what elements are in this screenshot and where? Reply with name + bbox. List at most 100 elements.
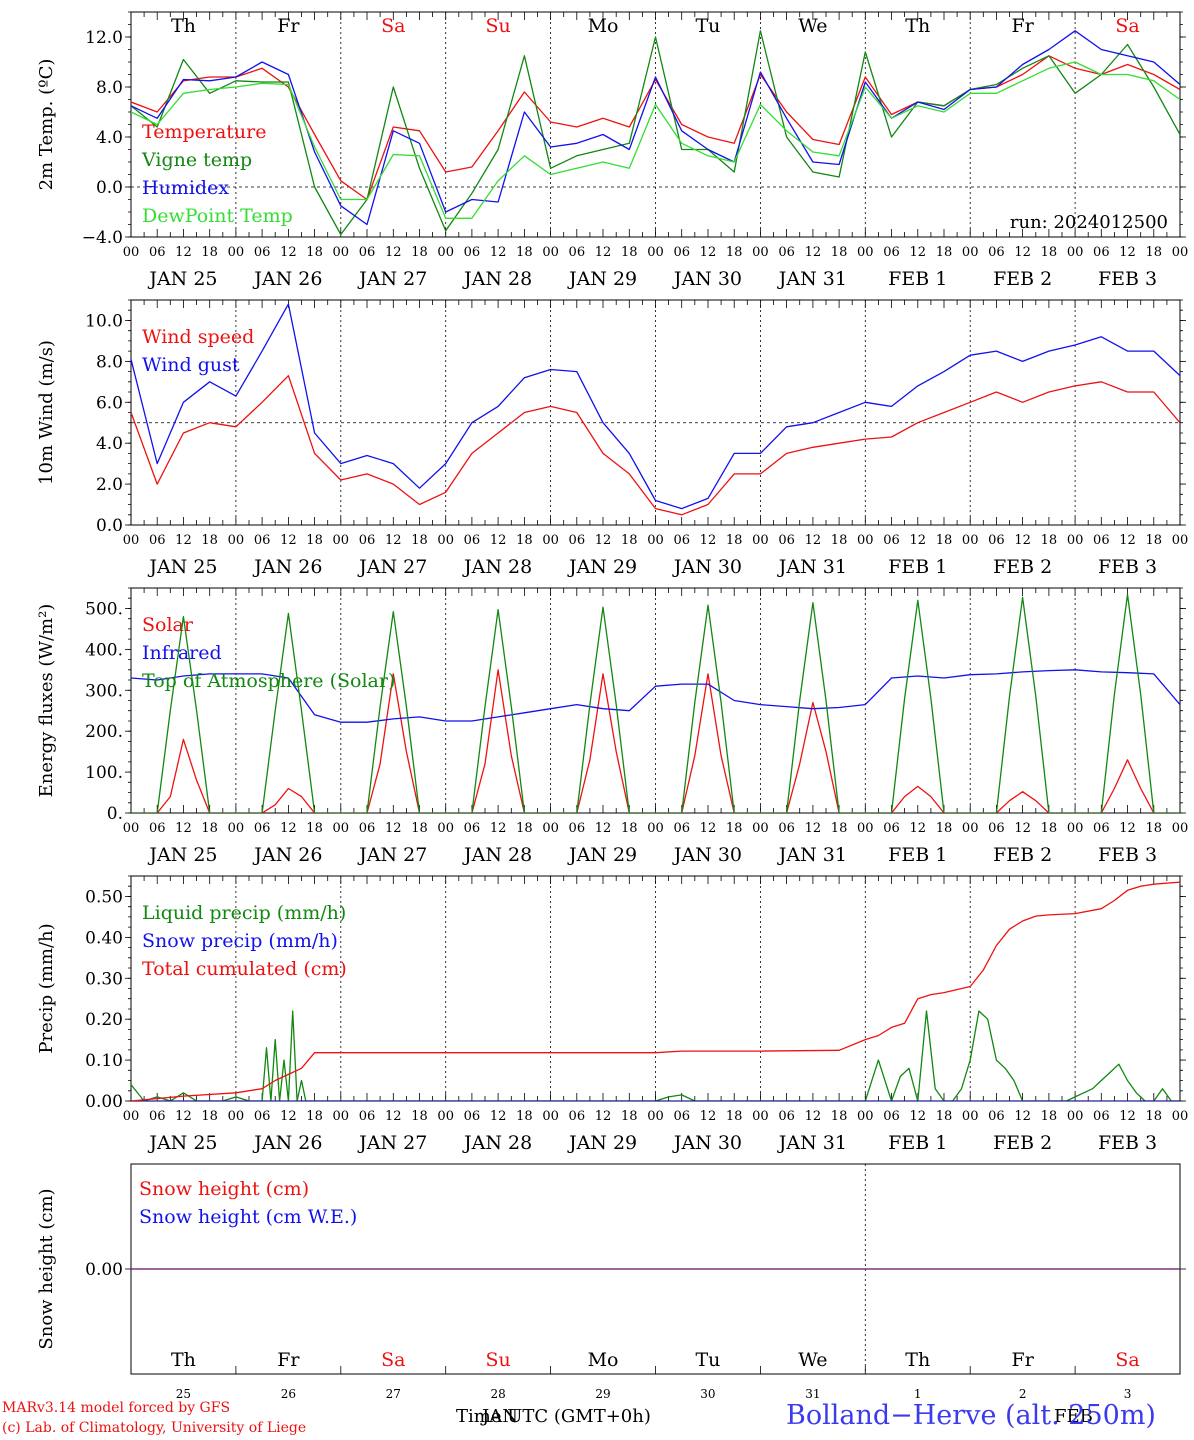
hour-tick-label: 18 [831,1109,848,1124]
date-label: JAN 30 [672,1132,742,1154]
y-tick-label: 0. [107,804,123,824]
day-of-week-label: We [798,15,827,37]
hour-tick-label: 12 [595,245,612,260]
hour-tick-label: 00 [962,1109,979,1124]
y-tick-label: 0.50 [85,887,123,907]
date-label: JAN 26 [252,556,322,578]
series-line-top-of-atmosphere-solar- [131,593,1180,813]
hour-tick-label: 06 [359,821,376,836]
hour-tick-label: 00 [228,1109,245,1124]
run-label: run: 2024012500 [1010,212,1168,233]
date-label: JAN 31 [777,1132,847,1154]
date-label: JAN 29 [567,268,637,290]
hour-tick-label: 06 [464,1109,481,1124]
day-of-week-label: Th [905,15,930,37]
hour-tick-label: 00 [647,1109,664,1124]
hour-tick-label: 06 [988,245,1005,260]
hour-tick-label: 12 [700,1109,717,1124]
day-of-week-label: Su [486,15,511,37]
hour-tick-label: 00 [123,533,140,548]
hour-tick-label: 06 [149,821,166,836]
day-number-label: 26 [281,1387,296,1401]
hour-tick-label: 00 [1172,821,1189,836]
hour-tick-label: 06 [149,1109,166,1124]
y-tick-label: 0.00 [85,1092,123,1112]
hour-tick-label: 00 [857,533,874,548]
hour-tick-label: 12 [909,1109,926,1124]
hour-tick-label: 00 [333,245,350,260]
hour-tick-label: 06 [254,1109,271,1124]
hour-tick-label: 06 [673,245,690,260]
date-label: FEB 3 [1098,268,1157,290]
hour-tick-label: 18 [936,821,953,836]
hour-tick-label: 00 [647,245,664,260]
date-label: JAN 27 [357,844,427,866]
date-label: JAN 29 [567,1132,637,1154]
date-label: FEB 2 [993,1132,1052,1154]
hour-tick-label: 00 [962,533,979,548]
day-number-label: 2 [1019,1387,1027,1401]
hour-tick-label: 18 [516,1109,533,1124]
hour-tick-label: 00 [752,821,769,836]
hour-tick-label: 06 [673,1109,690,1124]
hour-tick-label: 00 [1172,245,1189,260]
date-label: FEB 2 [993,556,1052,578]
hour-tick-label: 06 [569,821,586,836]
hour-tick-label: 12 [805,533,822,548]
date-label: JAN 27 [357,1132,427,1154]
date-label: FEB 1 [888,844,947,866]
hour-tick-label: 18 [306,533,323,548]
date-label: JAN 26 [252,268,322,290]
hour-tick-label: 12 [175,821,192,836]
legend-label: Humidex [142,177,229,199]
hour-tick-label: 12 [1119,245,1136,260]
hour-tick-label: 18 [831,821,848,836]
date-label: JAN 29 [567,844,637,866]
y-axis-label: Precip (mm/h) [36,923,57,1053]
day-of-week-label: Th [171,15,196,37]
hour-tick-label: 12 [490,533,507,548]
legend-label: Snow precip (mm/h) [142,930,338,952]
date-label: FEB 1 [888,1132,947,1154]
y-minor-ticks [128,299,1183,526]
hour-tick-label: 06 [464,245,481,260]
hour-tick-label: 00 [333,533,350,548]
hour-tick-label: 06 [778,245,795,260]
hour-tick-label: 12 [280,533,297,548]
date-label: JAN 28 [462,1132,532,1154]
hour-tick-label: 12 [175,1109,192,1124]
hour-tick-label: 18 [1041,821,1058,836]
hour-tick-label: 00 [857,245,874,260]
hour-tick-label: 00 [437,533,454,548]
model-credit: MARv3.14 model forced by GFS (c) Lab. of… [2,1398,306,1438]
hour-tick-label: 18 [201,245,218,260]
date-label: JAN 26 [252,844,322,866]
hour-tick-label: 06 [359,533,376,548]
y-tick-label: 4.0 [96,128,123,148]
date-label: JAN 25 [147,1132,217,1154]
day-of-week-label: Fr [1012,15,1035,37]
hour-tick-label: 18 [1146,1109,1163,1124]
hour-tick-label: 12 [490,821,507,836]
hour-tick-label: 06 [883,245,900,260]
day-of-week-label: Sa [1115,15,1139,37]
hour-tick-label: 00 [542,533,559,548]
hour-tick-label: 00 [752,533,769,548]
hour-tick-label: 18 [1041,533,1058,548]
legend-label: Wind speed [142,326,254,348]
day-of-week-label: Mo [588,15,619,37]
date-label: FEB 3 [1098,1132,1157,1154]
hour-tick-label: 12 [1119,821,1136,836]
hour-tick-label: 18 [1146,821,1163,836]
date-label: JAN 31 [777,844,847,866]
hour-tick-label: 18 [201,533,218,548]
hour-tick-label: 12 [1014,533,1031,548]
date-label: JAN 30 [672,268,742,290]
date-label: FEB 2 [993,268,1052,290]
legend-label: Snow height (cm) [139,1178,309,1200]
date-label: JAN 30 [672,556,742,578]
series-line-dewpoint-temp [131,61,1180,219]
y-tick-label: 10.0 [85,311,123,331]
date-label: JAN 30 [672,844,742,866]
